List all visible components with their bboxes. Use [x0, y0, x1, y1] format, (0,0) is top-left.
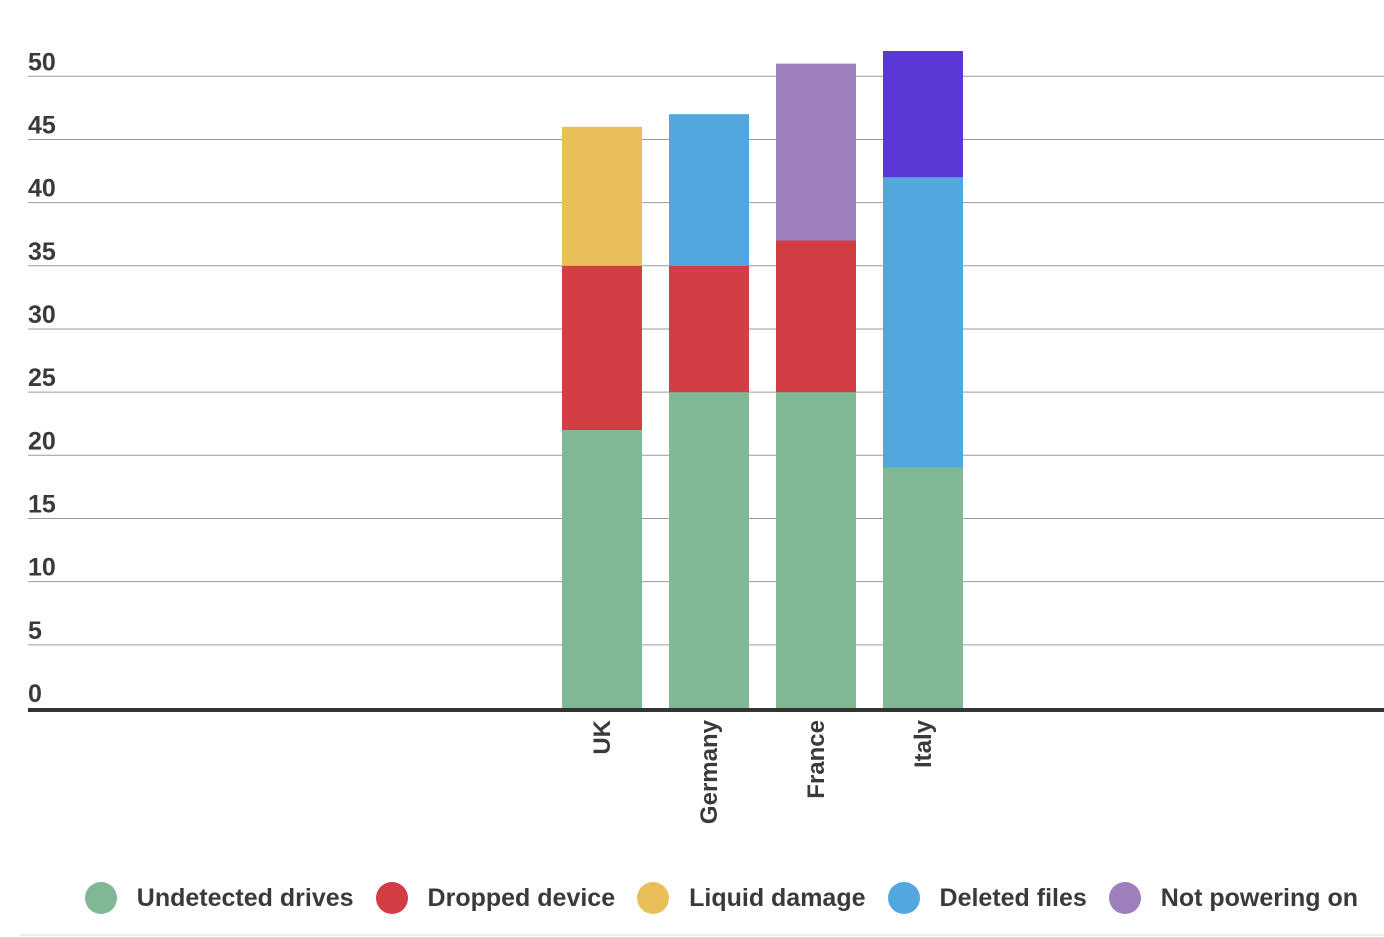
- y-tick-label: 35: [28, 238, 56, 266]
- bar-segment[interactable]: [562, 430, 642, 708]
- y-tick-label: 25: [28, 364, 56, 392]
- bar-segment[interactable]: [776, 63, 856, 241]
- legend-item-deleted-files[interactable]: Deleted files: [887, 882, 1087, 914]
- bar-segment[interactable]: [669, 114, 749, 266]
- y-tick-label: 30: [28, 301, 56, 329]
- bar-segment[interactable]: [883, 51, 963, 178]
- divider: [20, 934, 1384, 936]
- legend-label: Liquid damage: [689, 883, 866, 912]
- legend-label: Undetected drives: [136, 883, 354, 912]
- legend-label: Deleted files: [939, 883, 1087, 912]
- legend-swatch: [1108, 882, 1141, 914]
- legend-swatch: [637, 882, 670, 914]
- chart-area: 0 5 10 15 20 25 30 35 40 45 50 UK Germany France Ital…: [28, 48, 1384, 824]
- bar-segment[interactable]: [669, 265, 749, 393]
- x-tick-label: Germany: [696, 719, 723, 824]
- legend-item-liquid-damage[interactable]: Liquid damage: [637, 882, 866, 914]
- legend-swatch: [84, 882, 117, 914]
- y-tick-label: 50: [28, 48, 56, 76]
- bar-segment[interactable]: [776, 392, 856, 708]
- legend-item-dropped-device[interactable]: Dropped device: [375, 882, 616, 914]
- x-tick-label: UK: [589, 719, 616, 754]
- legend-swatch: [375, 882, 408, 914]
- legend-swatch: [887, 882, 920, 914]
- legend-label: Dropped device: [427, 883, 616, 912]
- bar-segment[interactable]: [883, 467, 963, 708]
- x-axis-ticks: UK Germany France Italy: [589, 719, 937, 824]
- y-tick-label: 15: [28, 490, 56, 518]
- y-tick-label: 5: [28, 617, 42, 645]
- bar-segment[interactable]: [776, 240, 856, 393]
- x-tick-label: France: [803, 720, 830, 799]
- legend-label: Not powering on: [1160, 883, 1358, 912]
- x-tick-label: Italy: [910, 719, 937, 768]
- legend-item-undetected-drives[interactable]: Undetected drives: [84, 882, 354, 914]
- bar-segment[interactable]: [562, 265, 642, 431]
- y-tick-label: 10: [28, 554, 56, 582]
- bars: [562, 51, 963, 708]
- y-tick-label: 45: [28, 111, 56, 139]
- stacked-bar-chart: 0 5 10 15 20 25 30 35 40 45 50 UK Germany France Ital…: [28, 48, 1384, 824]
- bar-segment[interactable]: [562, 126, 642, 266]
- y-tick-label: 40: [28, 175, 56, 203]
- bar-segment[interactable]: [883, 177, 963, 468]
- legend-item-not-powering-on[interactable]: Not powering on: [1108, 882, 1358, 914]
- y-tick-label: 20: [28, 427, 56, 455]
- y-tick-label: 0: [28, 680, 42, 708]
- bar-segment[interactable]: [669, 392, 749, 708]
- legend: Undetected drives Dropped device Liquid …: [0, 876, 1384, 920]
- y-axis-ticks: 0 5 10 15 20 25 30 35 40 45 50: [28, 48, 56, 708]
